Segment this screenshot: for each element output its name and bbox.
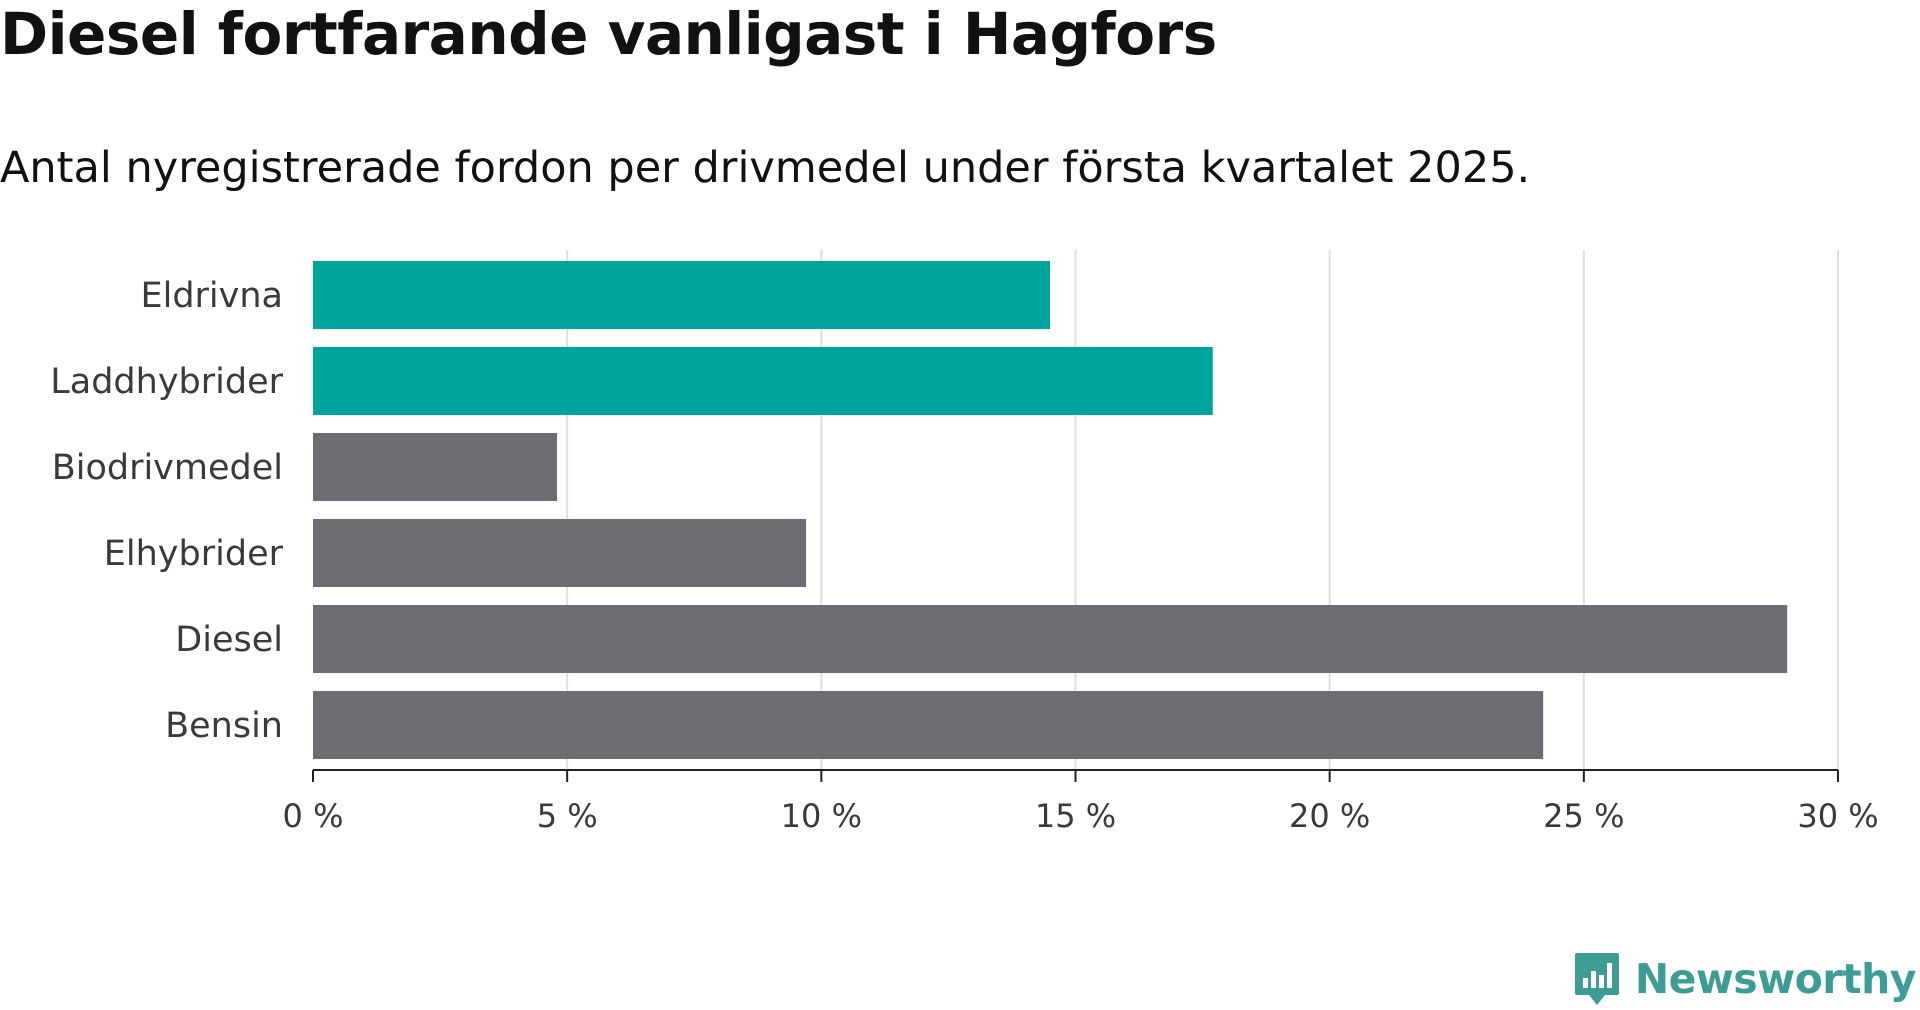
category-label: Elhybrider (104, 534, 284, 574)
gridlines (566, 250, 1839, 770)
newsworthy-brand: Newsworthy (1573, 951, 1917, 1007)
bar-diesel (313, 605, 1788, 673)
bar-laddhybrider (313, 347, 1213, 415)
category-label: Biodrivmedel (52, 448, 283, 488)
x-axis: 0 % 5 % 10 % 15 % 20 % 25 % 30 % (283, 769, 1879, 835)
chart-title: Diesel fortfarande vanligast i Hagfors (0, 0, 1217, 68)
brand-name: Newsworthy (1634, 955, 1917, 1003)
bar-bensin (313, 691, 1544, 759)
category-labels: Eldrivna Laddhybrider Biodrivmedel Elhybrid… (50, 276, 283, 746)
x-tick-label: 15 % (1035, 797, 1116, 835)
bar-biodrivmedel (313, 433, 557, 501)
category-label: Bensin (165, 706, 283, 746)
bar-eldrivna (313, 261, 1051, 329)
x-tick-label: 0 % (283, 797, 344, 835)
category-label: Diesel (175, 620, 283, 660)
bars (313, 261, 1788, 759)
x-tick-label: 5 % (537, 797, 598, 835)
x-tick-label: 20 % (1289, 797, 1370, 835)
chart-subtitle: Antal nyregistrerade fordon per drivmede… (0, 143, 1531, 193)
x-tick-label: 25 % (1543, 797, 1624, 835)
bar-elhybrider (313, 519, 807, 587)
x-tick-label: 30 % (1797, 797, 1878, 835)
category-label: Laddhybrider (50, 362, 283, 402)
newsworthy-logo-icon (1574, 953, 1619, 1005)
x-tick-label: 10 % (781, 797, 862, 835)
category-label: Eldrivna (140, 276, 283, 316)
